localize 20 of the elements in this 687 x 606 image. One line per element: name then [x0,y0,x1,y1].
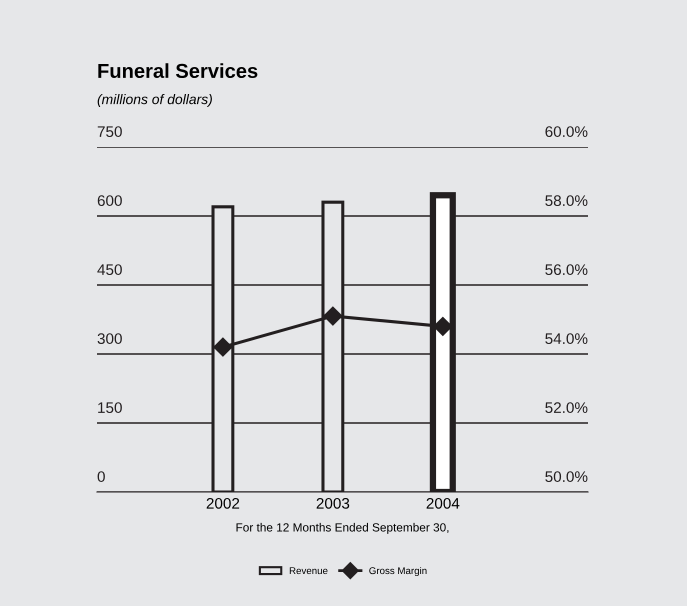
x-tick-label: 2004 [426,498,460,509]
y-tick-label: 300 [98,333,122,344]
x-tick-label: 2003 [316,498,350,509]
y2-tick-label: 60.0% [545,126,588,138]
y2-tick-label: 58.0% [545,195,588,206]
y2-tick-label: 52.0% [545,402,588,414]
y-tick-label: 150 [98,402,122,414]
chart-subtitle: (millions of dollars) [98,94,212,107]
x-axis-title: For the 12 Months Ended September 30, [236,522,448,534]
y-tick-label: 0 [98,471,105,482]
y2-tick-label: 54.0% [545,333,588,344]
legend-label: Gross Margin [369,566,426,576]
y-tick-label: 450 [97,264,122,276]
legend-label: Revenue [290,567,328,574]
y-tick-label: 600 [98,195,122,206]
chart-title: Funeral Services [98,63,258,78]
y-tick-label: 750 [98,126,122,138]
x-tick-label: 2002 [206,498,240,509]
y2-tick-label: 50.0% [545,471,588,482]
y2-tick-label: 56.0% [545,264,588,276]
